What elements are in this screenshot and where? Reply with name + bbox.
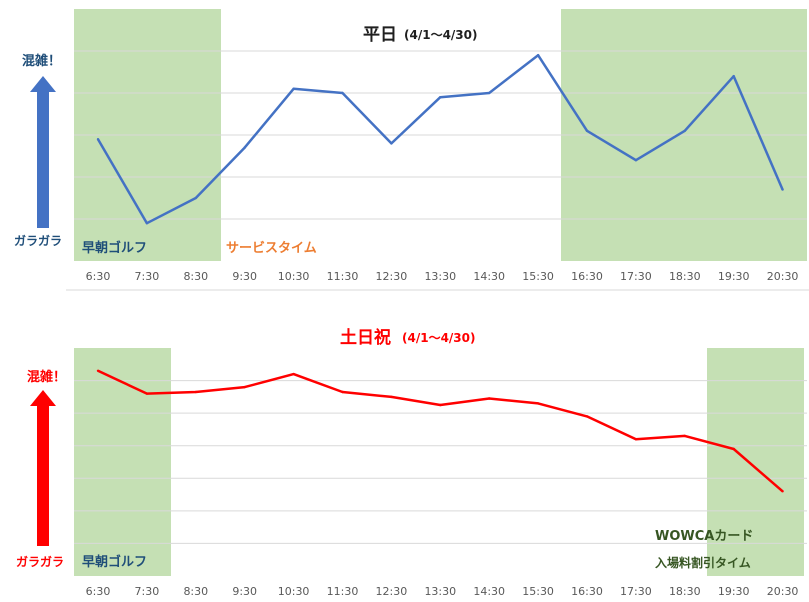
x-tick-label: 19:30: [718, 270, 750, 283]
x-tick-label: 10:30: [278, 270, 310, 283]
weekend-wowca-label: WOWCAカード: [655, 529, 753, 544]
x-tick-label: 15:30: [522, 585, 554, 598]
data-point: [585, 415, 589, 418]
weekend-band-evening: [707, 348, 804, 576]
weekday-gridlines: [74, 50, 807, 220]
x-tick-label: 11:30: [327, 270, 359, 283]
weekend-title: 土日祝: [340, 327, 391, 348]
data-point: [488, 91, 491, 95]
data-point: [439, 96, 442, 99]
x-tick-label: 14:30: [473, 270, 505, 283]
data-point: [292, 87, 295, 91]
data-point: [145, 392, 149, 395]
data-point: [634, 438, 638, 441]
weekday-service-time-label: サービスタイム: [226, 240, 317, 256]
x-tick-label: 10:30: [278, 585, 310, 598]
x-tick-label: 6:30: [86, 585, 111, 598]
weekend-x-ticks: 6:30 7:30 8:30 9:30 10:30 11:30 12:30 13:30 14:3…: [86, 585, 799, 598]
x-tick-label: 12:30: [376, 270, 408, 283]
data-point: [341, 390, 344, 394]
weekend-subtitle: (4/1～4/30): [402, 331, 475, 345]
data-point: [96, 138, 100, 141]
data-point: [634, 159, 638, 162]
data-point: [341, 91, 344, 95]
data-point: [536, 54, 540, 57]
data-point: [96, 369, 100, 372]
data-point: [683, 129, 686, 132]
data-point: [439, 403, 442, 407]
x-tick-label: 12:30: [376, 585, 408, 598]
weekday-up-arrow-icon: [30, 76, 56, 228]
x-tick-label: 8:30: [183, 585, 208, 598]
x-tick-label: 15:30: [522, 270, 554, 283]
x-tick-label: 14:30: [473, 585, 505, 598]
weekday-x-ticks: 6:30 7:30 8:30 9:30 10:30 11:30 12:30 13:30 14:3…: [86, 270, 799, 283]
weekday-band-early-label: 早朝ゴルフ: [82, 240, 147, 256]
weekday-busy-label: 混雑！: [22, 53, 61, 69]
data-point: [585, 129, 589, 132]
weekend-band-early-label: 早朝ゴルフ: [82, 554, 147, 570]
data-point: [732, 447, 735, 451]
x-tick-label: 13:30: [424, 270, 456, 283]
weekend-discount-label: 入場料割引タイム: [655, 555, 751, 570]
weekend-gridlines: [74, 380, 807, 544]
weekend-empty-label: ガラガラ: [16, 554, 64, 569]
weekday-title: 平日: [363, 25, 397, 45]
x-tick-label: 17:30: [620, 270, 652, 283]
data-point: [194, 390, 197, 394]
weekend-series-line: [97, 369, 784, 493]
data-point: [390, 142, 393, 145]
data-point: [732, 75, 735, 78]
data-point: [781, 490, 784, 493]
weekend-up-arrow-icon: [30, 390, 56, 546]
weekday-chart: 6:30 7:30 8:30 9:30 10:30 11:30 12:30 13:30 14:3…: [14, 9, 809, 291]
data-point: [243, 385, 246, 389]
data-point: [781, 188, 784, 191]
weekday-subtitle: (4/1～4/30): [404, 28, 477, 42]
x-tick-label: 20:30: [767, 270, 799, 283]
x-tick-label: 16:30: [571, 585, 603, 598]
x-tick-label: 11:30: [327, 585, 359, 598]
data-point: [194, 196, 197, 200]
x-tick-label: 6:30: [86, 270, 111, 283]
data-point: [292, 372, 295, 376]
x-tick-label: 13:30: [424, 585, 456, 598]
x-tick-label: 20:30: [767, 585, 799, 598]
data-point: [145, 222, 149, 225]
x-tick-label: 18:30: [669, 270, 701, 283]
weekend-busy-label: 混雑！: [27, 369, 66, 385]
x-tick-label: 18:30: [669, 585, 701, 598]
x-tick-label: 9:30: [232, 270, 257, 283]
x-tick-label: 17:30: [620, 585, 652, 598]
x-tick-label: 16:30: [571, 270, 603, 283]
data-point: [390, 395, 393, 399]
x-tick-label: 8:30: [183, 270, 208, 283]
x-tick-label: 7:30: [135, 270, 160, 283]
weekday-empty-label: ガラガラ: [14, 233, 62, 248]
x-tick-label: 19:30: [718, 585, 750, 598]
data-point: [683, 434, 686, 438]
weekend-band-early: [74, 348, 171, 576]
x-tick-label: 9:30: [232, 585, 257, 598]
weekend-chart: 6:30 7:30 8:30 9:30 10:30 11:30 12:30 13:30 14:3…: [16, 327, 807, 598]
data-point: [243, 146, 246, 149]
data-point: [488, 397, 491, 400]
x-tick-label: 7:30: [135, 585, 160, 598]
data-point: [536, 402, 540, 405]
